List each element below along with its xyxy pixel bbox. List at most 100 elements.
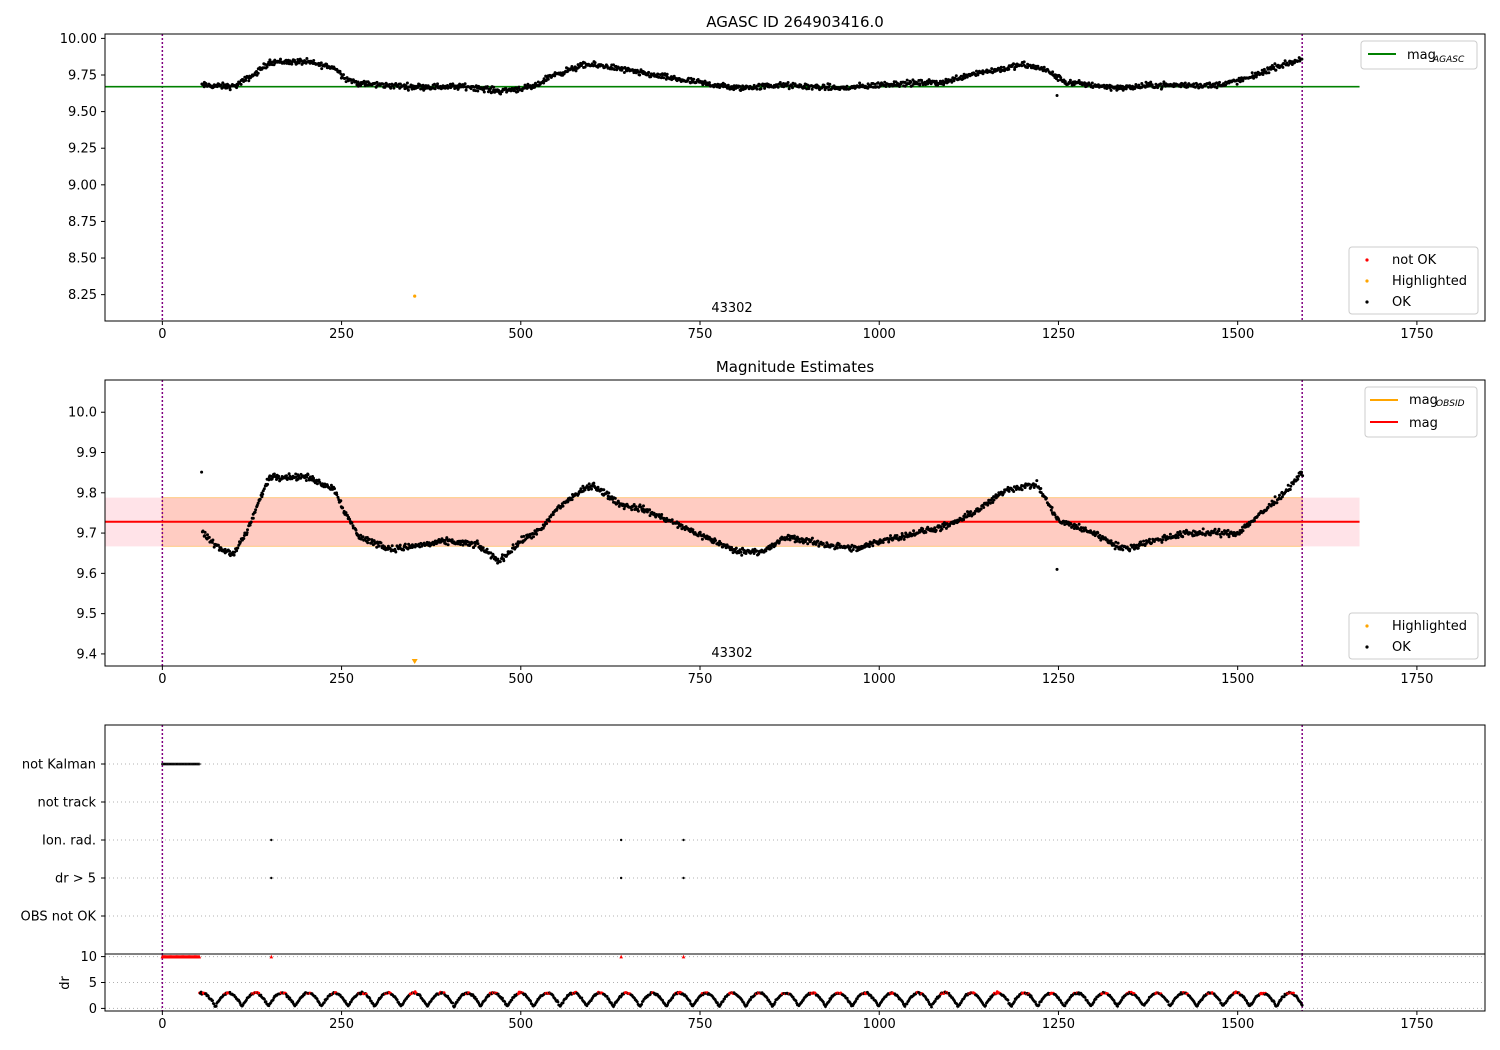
- magnitude-ok-point: [287, 472, 291, 476]
- magnitude-ok-point: [1181, 535, 1185, 539]
- flags-point: [270, 838, 273, 842]
- magnitude-ok-point: [1142, 539, 1146, 543]
- magnitude-ok-point: [1297, 474, 1301, 478]
- magnitude-ok-point: [294, 475, 298, 479]
- agasc-ok-point: [282, 61, 286, 65]
- dr-point: [561, 1001, 565, 1005]
- legend-not-ok: not OK: [1392, 253, 1437, 268]
- dr-point: [955, 1002, 959, 1006]
- magnitude-ok-point: [481, 546, 485, 550]
- agasc-ok-point: [662, 76, 666, 80]
- agasc-xtick-label: 750: [688, 327, 713, 342]
- magnitude-ok-point: [926, 525, 930, 529]
- magnitude-ok-point: [266, 482, 270, 486]
- magnitude-ok-point: [730, 545, 734, 549]
- agasc-ok-point: [265, 65, 269, 69]
- agasc-ok-point: [509, 89, 513, 93]
- magnitude-ok-point: [1213, 527, 1217, 531]
- magnitude-ok-point: [206, 533, 209, 537]
- dr-point: [211, 999, 215, 1002]
- magnitude-ok-point: [583, 488, 587, 492]
- agasc-ok-point: [898, 85, 901, 88]
- agasc-ok-point: [1116, 84, 1120, 88]
- magnitude-ok-point: [285, 474, 288, 478]
- dr-point: [947, 991, 951, 995]
- agasc-ok-point: [787, 87, 791, 91]
- agasc-xtick-label: 250: [329, 327, 354, 342]
- panel-dr-frame: [104, 953, 1486, 1012]
- flags-point: [198, 762, 201, 766]
- dr-point: [368, 997, 372, 1000]
- magnitude-ok-point: [496, 557, 500, 561]
- magnitude-ok-point: [1227, 535, 1231, 539]
- agasc-ok-point: [1265, 71, 1269, 75]
- magnitude-ok-point: [1252, 519, 1256, 523]
- magnitude-ok-point: [1201, 527, 1205, 531]
- agasc-ok-point: [1056, 79, 1060, 82]
- dr-point: [510, 998, 514, 1002]
- magnitude-ok-point: [636, 509, 640, 513]
- agasc-xtick-label: 500: [508, 327, 533, 342]
- agasc-ok-point: [1218, 80, 1221, 84]
- magnitude-ok-point: [367, 537, 371, 541]
- magnitude-ok-point: [1063, 523, 1067, 526]
- agasc-ok-point: [256, 71, 260, 75]
- agasc-ok-point: [954, 74, 958, 78]
- agasc-ok-point: [755, 87, 759, 91]
- magnitude-ok-point: [1105, 538, 1109, 542]
- agasc-ok-point: [797, 85, 801, 89]
- agasc-ok-point: [903, 80, 907, 84]
- magnitude-ok-point: [825, 541, 829, 545]
- magnitude-ok-point: [242, 537, 246, 540]
- agasc-ok-point: [1215, 86, 1219, 90]
- dr-xtick-label: 1250: [1042, 1017, 1075, 1032]
- magnitude-ok-point: [1023, 486, 1027, 490]
- agasc-ok-point: [593, 61, 597, 65]
- magnitude-ok-point: [200, 470, 204, 474]
- magnitude-ok-point: [323, 482, 327, 486]
- magnitude-ok-point: [511, 543, 515, 547]
- magnitude-ok-point: [607, 491, 611, 495]
- agasc-ok-point: [763, 86, 767, 90]
- agasc-ok-point: [689, 81, 692, 85]
- magnitude-ok-point: [1096, 531, 1100, 535]
- magnitude-ok-point: [467, 540, 470, 544]
- magnitude-ytick-label: 9.9: [76, 446, 97, 461]
- magnitude-ok-point: [579, 487, 583, 491]
- agasc-ok-point: [791, 86, 794, 90]
- dr-point: [475, 997, 478, 1001]
- agasc-ok-point: [1051, 70, 1055, 74]
- magnitude-ok-point: [402, 548, 406, 552]
- magnitude-ok-point: [427, 541, 431, 545]
- agasc-ok-point: [1286, 63, 1290, 67]
- agasc-ok-point: [975, 69, 978, 73]
- magnitude-ok-point: [315, 482, 319, 486]
- agasc-ok-point: [542, 81, 546, 85]
- magnitude-ok-point: [532, 535, 535, 539]
- magnitude-ok-point: [286, 476, 290, 480]
- magnitude-ok-point: [456, 542, 460, 546]
- magnitude-ok-point: [461, 543, 465, 547]
- magnitude-ok-point: [696, 534, 700, 538]
- magnitude-ok-point: [261, 492, 265, 496]
- legend-mag-agasc-label: mag: [1407, 48, 1436, 63]
- magnitude-ok-point: [963, 512, 967, 516]
- magnitude-ok-point: [590, 487, 593, 491]
- dr-point: [635, 1000, 639, 1004]
- magnitude-ok-point: [390, 544, 394, 548]
- magnitude-ok-point: [242, 534, 246, 537]
- magnitude-xtick-label: 1250: [1042, 672, 1075, 687]
- magnitude-ok-point: [450, 538, 454, 542]
- agasc-ok-point: [916, 81, 919, 85]
- magnitude-ok-point: [494, 556, 498, 560]
- dr-point: [529, 999, 532, 1003]
- agasc-ok-point: [838, 88, 842, 91]
- magnitude-ok-point: [1053, 513, 1057, 517]
- dr-point: [501, 996, 504, 1000]
- magnitude-ok-point: [510, 550, 514, 554]
- flags-category-label: dr > 5: [55, 872, 96, 887]
- magnitude-ok-point: [744, 552, 748, 555]
- flags-point: [187, 762, 191, 766]
- panel-agasc-title: AGASC ID 264903416.0: [706, 13, 884, 31]
